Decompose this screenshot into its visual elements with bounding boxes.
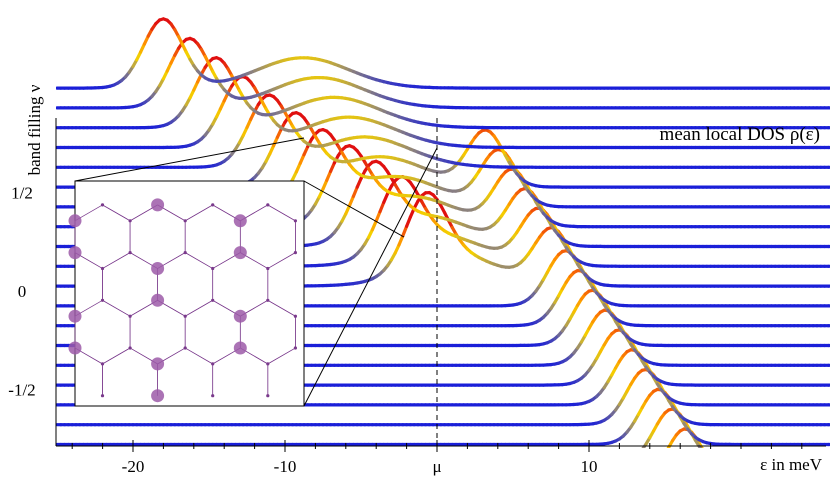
lattice-site — [211, 266, 215, 271]
occupied-site — [68, 214, 82, 228]
lattice-bond — [102, 299, 131, 317]
lattice-site — [293, 219, 297, 223]
lattice-site — [266, 266, 270, 271]
x-tick-label: 10 — [581, 457, 598, 476]
dos-curve — [56, 74, 830, 150]
occupied-site — [68, 341, 82, 355]
lattice-bond — [102, 252, 131, 269]
lattice-site — [128, 251, 132, 255]
y-axis-label: band filling ν — [25, 84, 44, 175]
lattice-site — [293, 346, 297, 350]
lattice-bond — [185, 204, 213, 222]
lattice-site — [128, 219, 132, 223]
lattice-site — [211, 394, 215, 398]
inset-frame — [74, 180, 305, 407]
lattice-site — [100, 298, 105, 302]
inset-connector-bottom — [303, 147, 438, 407]
x-tick-label: μ — [432, 457, 441, 476]
dos-curve — [56, 17, 830, 90]
dos-curve — [56, 93, 830, 169]
lattice-site — [266, 203, 270, 207]
y-tick-label: 0 — [18, 282, 27, 301]
lattice-site — [211, 298, 215, 302]
lattice-bond — [267, 347, 296, 365]
dos-curve — [56, 387, 830, 447]
lattice-site — [183, 219, 187, 223]
lattice-bond — [185, 252, 213, 269]
x-tick-label: -10 — [274, 457, 297, 476]
lattice-site — [100, 203, 105, 207]
occupied-site — [233, 341, 247, 355]
occupied-site — [151, 293, 165, 307]
x-tick-label: -20 — [122, 457, 145, 476]
lattice-site — [293, 314, 297, 318]
y-tick-label: -1/2 — [8, 381, 35, 400]
occupied-site — [233, 214, 247, 228]
occupied-site — [68, 246, 82, 260]
inset-connector-top — [303, 180, 405, 238]
x-ticks: -20 -10 μ 10 — [71, 440, 803, 476]
lattice-site — [100, 394, 105, 398]
lattice-bond — [267, 299, 296, 317]
lattice-site — [100, 266, 105, 271]
lattice-bond — [185, 347, 213, 365]
occupied-site — [151, 389, 165, 403]
dos-curve — [56, 308, 830, 367]
occupied-site — [151, 262, 165, 275]
inset-panel — [68, 137, 438, 407]
y-tick-label: 1/2 — [11, 184, 33, 203]
occupied-site — [151, 198, 165, 212]
dos-curve — [56, 56, 830, 130]
lattice-site — [211, 362, 215, 366]
y-ticks: 1/2 0 -1/2 — [8, 184, 35, 400]
lattice-site — [266, 394, 270, 398]
lattice-site — [293, 251, 297, 255]
lattice-site — [128, 346, 132, 350]
dos-curve — [666, 427, 704, 448]
lattice-site — [183, 251, 187, 255]
lattice-site — [266, 298, 270, 302]
lattice-bond — [102, 347, 131, 365]
dos-curve — [56, 36, 830, 110]
lattice-site — [100, 362, 105, 366]
lattice-site — [211, 203, 215, 207]
occupied-site — [233, 246, 247, 260]
dos-curve — [641, 407, 703, 448]
occupied-site — [68, 309, 82, 323]
x-axis-label: ε in meV — [760, 455, 823, 474]
occupied-site — [233, 309, 247, 323]
lattice-site — [183, 346, 187, 350]
honeycomb-lattice — [68, 198, 297, 403]
lattice-site — [183, 314, 187, 318]
occupied-site — [151, 357, 165, 371]
lattice-site — [266, 362, 270, 366]
lattice-bond — [267, 252, 296, 269]
chart-title: mean local DOS ρ(ε) — [660, 124, 820, 145]
lattice-site — [128, 314, 132, 318]
inset-connector-left — [74, 137, 305, 182]
lattice-bond — [102, 204, 131, 222]
lattice-bond — [185, 299, 213, 317]
lattice-bond — [267, 204, 296, 222]
